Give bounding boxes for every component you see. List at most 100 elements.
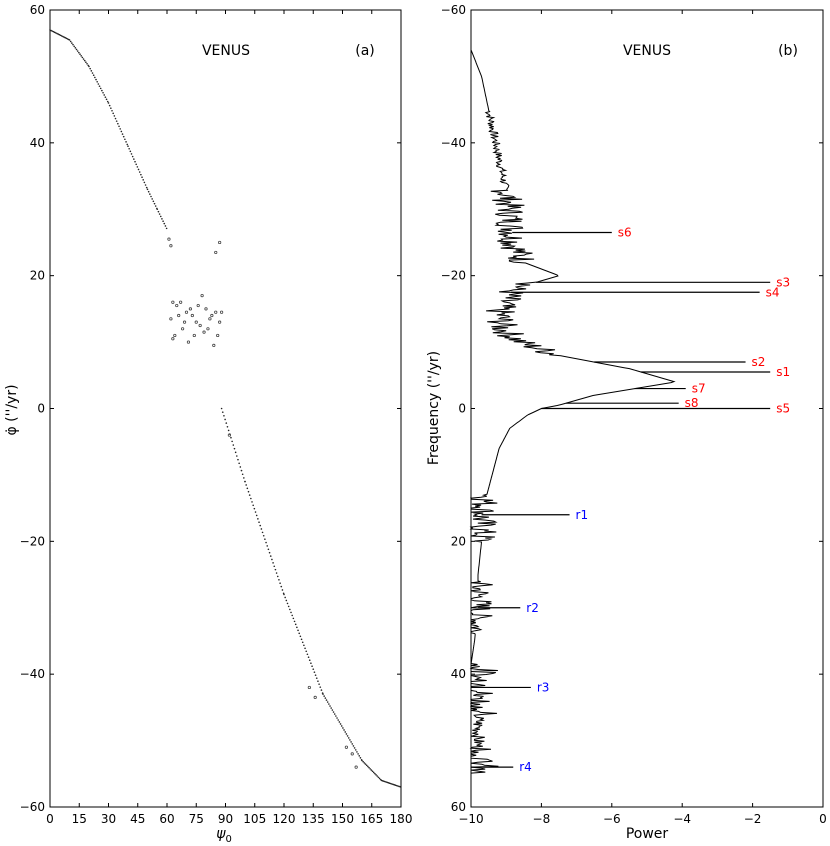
panel-a-upper-point-98 (161, 218, 163, 220)
panel-b-label: (b) (778, 43, 798, 59)
panel-b-peak-label-r2: r2 (526, 601, 539, 615)
panel-b-ytick-label-5: 40 (451, 667, 466, 681)
panel-a-lower-point-36 (261, 531, 264, 534)
panel-a-lower-point-28 (252, 504, 254, 507)
panel-a-lower-point-49 (276, 575, 279, 578)
panel-a-upper-point-49 (105, 98, 108, 101)
panel-a-xtick-label-1: 15 (72, 812, 87, 826)
panel-a-upper-point-27 (80, 55, 82, 57)
panel-a-lower-point-23 (246, 487, 249, 490)
panel-a-lower-point-107 (343, 729, 345, 731)
panel-a-upper-point-21 (73, 45, 75, 48)
panel-a-lower-point-42 (268, 551, 271, 554)
panel-a-lower-point-136 (376, 775, 379, 777)
panel-a-xlabel-main: ψ (216, 826, 226, 842)
panel-a-lower-point-134 (374, 772, 376, 775)
panel-a-scatter-point-34 (313, 695, 317, 700)
panel-b-ytick-label-6: 60 (451, 800, 466, 814)
panel-a-upper-point-72 (131, 155, 134, 158)
panel-a-lower-point-6 (227, 429, 230, 432)
panel-a-lower-point-76 (307, 656, 310, 659)
panel-a-upper-point-44 (99, 87, 102, 90)
panel-a-ytick-label-3: 0 (37, 402, 45, 416)
panel-a: 0 15 30 45 60 75 90 105 120 135 150 165 180 −60 −40 −20… (4, 3, 412, 845)
panel-a-lower-point-69 (299, 635, 302, 638)
panel-a-upper-point-52 (108, 104, 111, 107)
panel-a-lower-point-58 (286, 602, 289, 605)
panel-a-upper-point-68 (127, 145, 129, 147)
panel-a-xtick-label-4: 60 (159, 812, 174, 826)
panel-a-lower-point-44 (271, 558, 273, 561)
panel-b-peak-label-r3: r3 (537, 680, 550, 694)
panel-a-upper-point-66 (125, 141, 127, 143)
panel-a-upper-point-20 (72, 43, 74, 46)
panel-a-lower-point-32 (257, 518, 259, 520)
panel-b-peak-label-r4: r4 (519, 760, 532, 774)
panel-a-scatter-point-26 (171, 337, 175, 341)
panel-a-upper-point-22 (74, 47, 77, 49)
panel-a-upper-point-40 (95, 78, 97, 81)
panel-a-lower-point-19 (243, 477, 245, 479)
panel-a-lower-point-110 (346, 735, 349, 737)
panel-a-lower-point-135 (375, 774, 377, 776)
panel-a-ticks: 0 15 30 45 60 75 90 105 120 135 150 165 180 −60 −40 −20… (20, 3, 413, 826)
panel-a-lower-point-31 (255, 514, 258, 517)
panel-a-upper-point-102 (165, 227, 168, 230)
panel-a-lower-point-87 (320, 689, 323, 691)
panel-a-lower-point-130 (369, 768, 371, 770)
panel-a-scatter-point-13 (186, 340, 191, 344)
panel-a-upper-point-90 (152, 200, 155, 203)
panel-a-xtick-label-3: 45 (130, 812, 145, 826)
panel-a-lower-point-93 (326, 701, 329, 703)
panel-a-lower-point-60 (289, 608, 291, 611)
panel-a-upper-point-50 (106, 100, 109, 103)
panel-a-upper-point-28 (81, 56, 84, 59)
panel-a-lower-point-132 (371, 770, 374, 773)
panel-a-lower-point-57 (285, 599, 288, 602)
panel-a-upper-point-48 (104, 96, 107, 98)
panel-a-upper-point-23 (75, 48, 78, 51)
panel-a-lower-point-103 (338, 721, 341, 723)
panel-a-lower-point-83 (315, 677, 318, 679)
panel-a-upper-point-56 (113, 115, 116, 117)
panel-a-xtick-label-7: 105 (243, 812, 266, 826)
panel-a-lower-point-26 (250, 497, 252, 500)
panel-a-scatter-point-6 (200, 293, 204, 298)
panel-a-lower-point-90 (323, 695, 325, 697)
panel-a-scatter-point-33 (307, 685, 311, 690)
panel-a-scatter-point-16 (202, 330, 206, 334)
panel-a-lower-point-1 (221, 411, 224, 413)
panel-a-lower-point-137 (377, 776, 380, 779)
panel-a-lower-point-46 (273, 565, 276, 568)
panel-a-upper-point-18 (69, 40, 72, 43)
panel-a-lower-point-17 (240, 469, 243, 472)
panel-a-lower-point-27 (251, 501, 253, 503)
panel-a-lower-point-96 (330, 707, 332, 709)
panel-a-xtick-label-2: 30 (101, 812, 116, 826)
panel-a-ytick-label-4: 20 (30, 269, 45, 283)
panel-a-upper-point-65 (124, 138, 126, 141)
panel-a-lower-point-81 (313, 671, 316, 673)
panel-a-upper-point-92 (154, 205, 157, 207)
panel-b-peak-label-s1: s1 (776, 365, 790, 379)
panel-a-lower-point-48 (275, 572, 278, 574)
panel-a-upper-point-91 (153, 202, 156, 205)
panel-a-upper-point-81 (142, 179, 145, 181)
panel-a-lower-point-14 (237, 458, 239, 461)
panel-a-scatter-point-12 (181, 327, 185, 331)
panel-a-scatter-point-36 (350, 752, 354, 756)
panel-a-lower-point-128 (367, 765, 369, 768)
panel-a-upper-point-58 (115, 120, 118, 122)
panel-a-lower-point-112 (349, 739, 351, 741)
panel-a-upper-point-30 (83, 59, 86, 62)
panel-a-upper-point-51 (107, 102, 110, 104)
panel-a-axes-frame (49, 9, 402, 808)
panel-a-lower-point-65 (294, 623, 297, 626)
panel-a-scatter-point-2 (179, 300, 183, 304)
panel-a-ylabel: φ̇ (''/yr) (4, 384, 20, 435)
panel-a-xtick-label-11: 165 (360, 812, 383, 826)
panel-a-lower-point-70 (300, 638, 303, 641)
panel-a-lower-point-13 (236, 455, 238, 457)
panel-a-upper-point-62 (120, 130, 123, 133)
panel-a-lower-point-3 (224, 418, 226, 421)
